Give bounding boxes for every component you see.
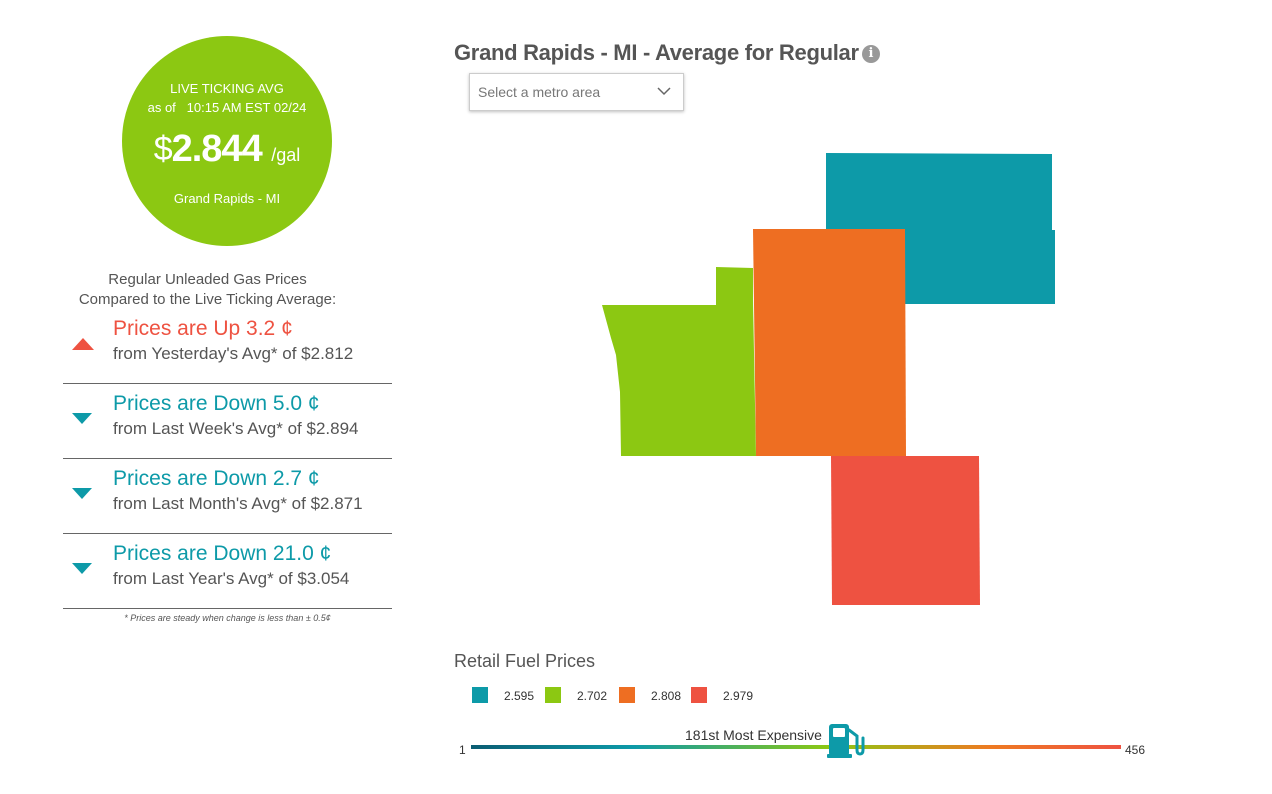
- legend-value: 2.979: [723, 689, 754, 703]
- as-of-timestamp: as of 10:15 AM EST 02/24: [147, 100, 307, 115]
- rank-scale-bar: [471, 745, 1121, 749]
- county-region-green[interactable]: [602, 267, 756, 456]
- arrow-down-icon: [72, 488, 92, 499]
- scale-max: 456: [1125, 743, 1146, 757]
- reference-average: from Yesterday's Avg* of $2.812: [113, 344, 354, 363]
- legend-title: Retail Fuel Prices: [454, 651, 596, 671]
- legend-value: 2.595: [504, 689, 535, 703]
- change-text: Prices are Up 3.2 ¢: [113, 317, 293, 340]
- live-average-badge: LIVE TICKING AVG as of 10:15 AM EST 02/2…: [122, 36, 332, 246]
- metro-area-placeholder: Select a metro area: [478, 84, 601, 100]
- chevron-down-icon: [657, 87, 671, 96]
- live-average-label: LIVE TICKING AVG: [170, 81, 284, 96]
- metro-area-select[interactable]: Select a metro area: [469, 73, 684, 111]
- comparison-row-last-week: Prices are Down 5.0 ¢ from Last Week's A…: [63, 384, 392, 459]
- legend-value: 2.808: [651, 689, 682, 703]
- change-text: Prices are Down 21.0 ¢: [113, 542, 332, 565]
- legend-swatch: [691, 687, 707, 703]
- scale-min: 1: [459, 743, 466, 757]
- info-icon[interactable]: i: [862, 45, 880, 63]
- live-average-location: Grand Rapids - MI: [173, 191, 281, 206]
- map-title: Grand Rapids - MI - Average for Regular: [454, 40, 859, 65]
- county-region-teal[interactable]: [826, 153, 1055, 304]
- legend-value: 2.702: [577, 689, 608, 703]
- rank-label: 181st Most Expensive: [685, 727, 822, 743]
- gas-pump-icon: [827, 724, 865, 758]
- comparison-row-yesterday: Prices are Up 3.2 ¢ from Yesterday's Avg…: [63, 309, 392, 384]
- arrow-down-icon: [72, 413, 92, 424]
- legend-swatch: [545, 687, 561, 703]
- arrow-up-icon: [72, 338, 94, 350]
- legend-swatch: [619, 687, 635, 703]
- legend-swatch: [472, 687, 488, 703]
- comparison-heading: Regular Unleaded Gas Prices Compared to …: [78, 271, 337, 308]
- change-text: Prices are Down 5.0 ¢: [113, 392, 320, 415]
- comparison-row-last-month: Prices are Down 2.7 ¢ from Last Month's …: [63, 459, 392, 534]
- change-text: Prices are Down 2.7 ¢: [113, 467, 320, 490]
- comparison-row-last-year: Prices are Down 21.0 ¢ from Last Year's …: [63, 534, 392, 609]
- county-region-red[interactable]: [831, 456, 980, 605]
- arrow-down-icon: [72, 563, 92, 574]
- live-average-price: $2.844 /gal: [153, 128, 301, 170]
- reference-average: from Last Year's Avg* of $3.054: [113, 569, 350, 588]
- steady-price-footnote: * Prices are steady when change is less …: [124, 613, 331, 623]
- county-region-orange[interactable]: [753, 229, 906, 456]
- reference-average: from Last Month's Avg* of $2.871: [113, 494, 363, 513]
- reference-average: from Last Week's Avg* of $2.894: [113, 419, 359, 438]
